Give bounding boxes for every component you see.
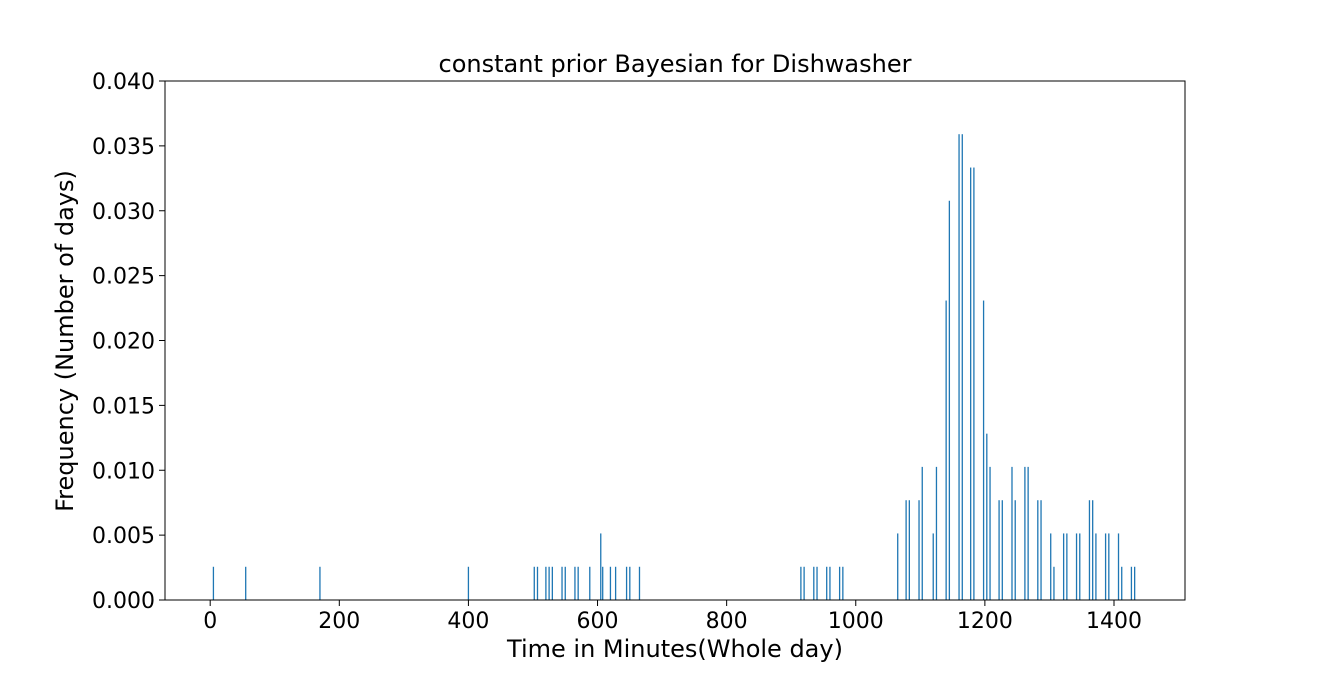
bar <box>1095 533 1097 600</box>
bar <box>245 566 247 600</box>
x-tick-label: 0 <box>203 609 217 634</box>
y-tick-label: 0.000 <box>92 589 155 614</box>
bar <box>1092 500 1094 600</box>
bar <box>842 566 844 600</box>
bar <box>1024 466 1026 600</box>
bar <box>829 566 831 600</box>
bar <box>574 566 576 600</box>
bar <box>600 533 602 600</box>
bar <box>1130 566 1133 600</box>
bars-group <box>212 134 1136 601</box>
bar <box>545 566 547 600</box>
bar <box>551 566 553 600</box>
bar <box>1062 533 1065 600</box>
bar <box>935 466 938 600</box>
bar <box>638 566 641 600</box>
bar <box>838 566 841 600</box>
bar <box>1050 533 1052 600</box>
bar <box>961 134 963 600</box>
bar <box>1014 500 1016 600</box>
bar <box>212 566 215 600</box>
bar <box>921 466 923 600</box>
bar <box>548 566 550 600</box>
bar <box>948 200 951 600</box>
bar <box>1066 533 1068 600</box>
bar <box>803 566 805 600</box>
bar <box>813 566 815 600</box>
x-tick-label: 800 <box>706 609 748 634</box>
y-tick-label: 0.035 <box>92 135 155 160</box>
bar <box>1011 466 1013 600</box>
y-tick-label: 0.005 <box>92 524 155 549</box>
bar <box>319 566 321 600</box>
bar <box>1001 500 1003 600</box>
bar <box>1037 500 1039 600</box>
x-tick-label: 200 <box>318 609 360 634</box>
bar <box>1134 566 1136 600</box>
bar <box>970 167 972 601</box>
bar <box>536 566 539 600</box>
y-tick-label: 0.030 <box>92 200 155 225</box>
bar <box>561 566 563 600</box>
bar <box>945 300 947 600</box>
bar <box>1104 533 1107 600</box>
bar <box>1040 500 1042 600</box>
bar <box>1108 533 1110 600</box>
bar <box>577 566 579 600</box>
bar <box>614 566 617 600</box>
x-tick-label: 600 <box>577 609 619 634</box>
bar <box>982 300 985 600</box>
bar <box>467 566 470 600</box>
chart-title: constant prior Bayesian for Dishwasher <box>439 50 912 78</box>
x-tick-label: 1200 <box>957 609 1013 634</box>
y-axis-title: Frequency (Number of days) <box>51 170 79 512</box>
bar <box>816 566 818 600</box>
bar <box>1117 533 1120 600</box>
x-tick-label: 400 <box>447 609 489 634</box>
bar <box>973 167 975 601</box>
bar <box>905 500 907 600</box>
x-tick-label: 1400 <box>1086 609 1142 634</box>
bar <box>629 566 631 600</box>
bar <box>998 500 1000 600</box>
y-tick-label: 0.010 <box>92 459 155 484</box>
bar <box>826 566 828 600</box>
bar <box>908 500 910 600</box>
bar <box>800 566 802 600</box>
bar <box>989 466 991 600</box>
bar <box>1027 466 1029 600</box>
bar <box>1079 533 1081 600</box>
bar <box>918 500 920 600</box>
bar <box>564 566 566 600</box>
bar <box>609 566 612 600</box>
bar <box>958 134 960 600</box>
bar <box>932 533 934 600</box>
bar <box>625 566 628 600</box>
y-tick-label: 0.040 <box>92 70 155 95</box>
y-axis: 0.000 0.005 0.010 0.015 0.020 0.025 0.030 0.035… <box>92 70 165 614</box>
y-tick-label: 0.025 <box>92 265 155 290</box>
x-tick-label: 1000 <box>828 609 884 634</box>
plot-frame <box>164 80 1186 601</box>
y-tick-label: 0.020 <box>92 330 155 355</box>
bar <box>533 566 535 600</box>
bar <box>1088 500 1091 600</box>
bar <box>602 566 604 600</box>
bar <box>897 533 899 600</box>
bar <box>1053 566 1055 600</box>
bar <box>1121 566 1123 600</box>
bar <box>1075 533 1078 600</box>
bar <box>589 566 591 600</box>
bar <box>986 433 988 600</box>
x-axis-title: Time in Minutes(Whole day) <box>506 635 843 663</box>
x-axis: 0 200 400 600 800 1000 1200 1400 <box>203 600 1142 634</box>
y-tick-label: 0.015 <box>92 394 155 419</box>
